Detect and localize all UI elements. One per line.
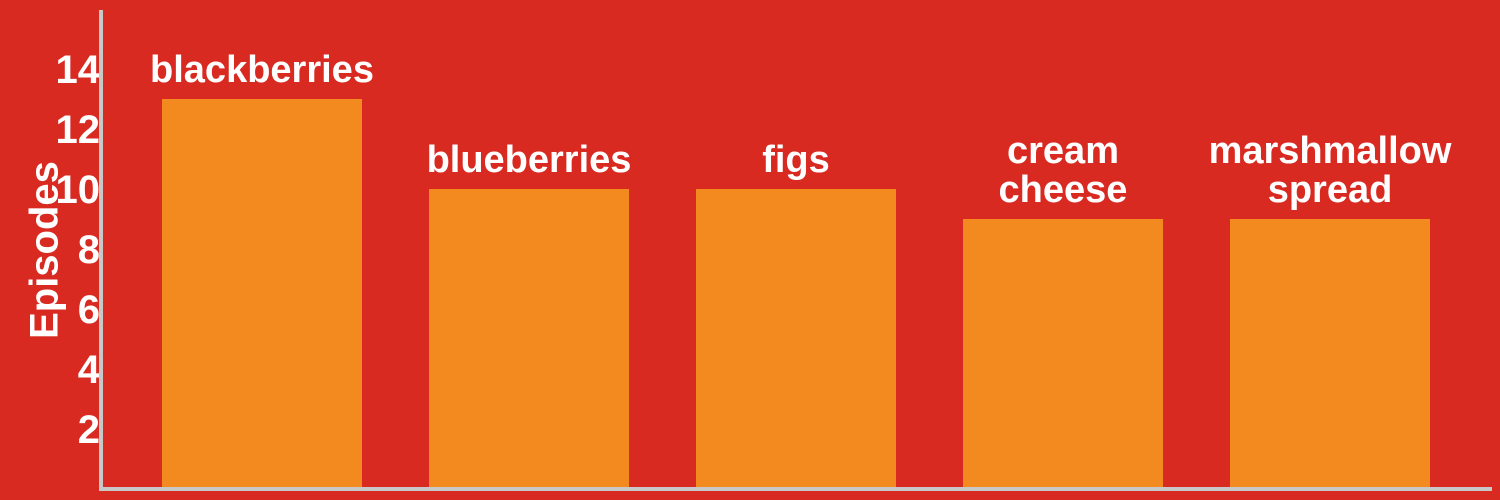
bar-blueberries — [429, 189, 629, 489]
y-tick-label: 10 — [56, 168, 101, 212]
bar-label: spread — [1268, 169, 1393, 211]
bar-blackberries — [162, 99, 362, 489]
bar-label: blackberries — [150, 49, 374, 91]
bar-figs — [696, 189, 896, 489]
y-tick-label: 8 — [78, 228, 100, 272]
y-tick-label: 14 — [56, 48, 101, 92]
bar-cream-cheese — [963, 219, 1163, 489]
bar-label: cream — [1007, 130, 1119, 172]
y-axis-title: Episodes — [23, 161, 67, 339]
y-tick-labels: 2 4 6 8 10 12 14 — [56, 48, 101, 452]
bar-marshmallow-spread — [1230, 219, 1430, 489]
y-tick-label: 4 — [78, 348, 101, 392]
y-tick-label: 6 — [78, 288, 100, 332]
bar-label: marshmallow — [1209, 130, 1452, 172]
y-tick-label: 12 — [56, 108, 101, 152]
bar-label: cheese — [999, 169, 1128, 211]
bars-layer — [162, 99, 1430, 489]
bar-label: blueberries — [427, 139, 632, 181]
bar-label: figs — [762, 139, 830, 181]
y-tick-label: 2 — [78, 408, 100, 452]
